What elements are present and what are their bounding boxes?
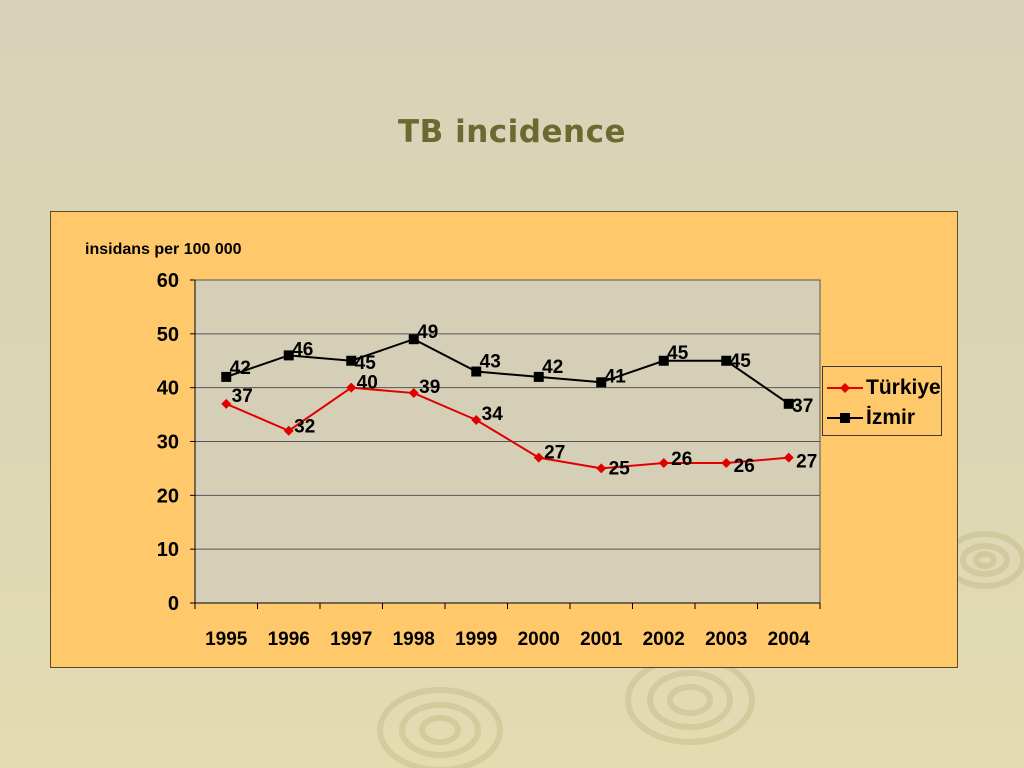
- data-label: 46: [292, 339, 313, 360]
- diamond-icon: [827, 383, 863, 393]
- data-label: 45: [730, 351, 752, 372]
- data-label: 27: [544, 443, 565, 464]
- legend-item-turkiye: Türkiye: [827, 376, 941, 400]
- legend-label-turkiye: Türkiye: [866, 376, 941, 399]
- data-label: 43: [480, 352, 501, 373]
- data-label: 42: [230, 358, 251, 379]
- data-point-turkiye: [346, 382, 357, 393]
- chart-container: insidans per 100 000 0 10 20 30 40 50 60 1995 19…: [50, 211, 958, 668]
- data-label: 26: [671, 449, 692, 470]
- x-tick-label: 2000: [518, 629, 560, 650]
- data-label: 25: [609, 458, 631, 479]
- data-label: 32: [294, 417, 315, 438]
- data-point-izmir: [783, 398, 794, 409]
- data-point-izmir: [533, 371, 544, 382]
- data-point-turkiye: [471, 414, 482, 425]
- y-tick-label: 60: [157, 270, 179, 292]
- x-tick-label: 1995: [205, 629, 248, 650]
- data-label: 41: [605, 366, 627, 387]
- data-label: 37: [232, 386, 253, 407]
- series-line-turkiye: [225, 386, 789, 470]
- x-tick-label: 2002: [643, 629, 685, 650]
- y-tick-label: 20: [157, 485, 179, 507]
- data-point-turkiye: [408, 388, 419, 399]
- y-tick-label: 40: [157, 378, 179, 400]
- data-label: 49: [417, 322, 438, 343]
- data-label: 45: [355, 353, 377, 374]
- x-tick-label: 1997: [330, 629, 372, 650]
- data-label: 40: [357, 373, 378, 394]
- data-point-izmir: [283, 350, 294, 361]
- chart-legend: Türkiye İzmir: [822, 366, 942, 436]
- data-point-izmir: [471, 366, 482, 377]
- y-axis-label: insidans per 100 000: [85, 241, 242, 258]
- data-point-turkiye: [283, 425, 294, 436]
- data-point-turkiye: [721, 458, 732, 469]
- data-point-turkiye: [221, 398, 232, 409]
- data-label: 34: [482, 404, 504, 425]
- data-point-turkiye: [533, 452, 544, 463]
- x-tick-label: 1999: [455, 629, 497, 650]
- legend-item-izmir: İzmir: [827, 406, 915, 430]
- data-point-izmir: [596, 377, 607, 388]
- data-point-izmir: [721, 355, 732, 366]
- data-point-turkiye: [783, 452, 794, 463]
- x-tick-label: 1996: [268, 629, 310, 650]
- data-point-izmir: [658, 355, 669, 366]
- data-label: 26: [734, 456, 755, 477]
- x-tick-label: 1998: [393, 629, 435, 650]
- data-label: 39: [419, 377, 440, 398]
- data-label: 27: [796, 452, 817, 473]
- line-chart: insidans per 100 000 0 10 20 30 40 50 60 1995 19…: [85, 241, 821, 650]
- y-tick-label: 50: [157, 324, 179, 346]
- data-point-izmir: [346, 355, 357, 366]
- y-tick-label: 10: [157, 539, 179, 561]
- x-tick-label: 2001: [580, 629, 623, 650]
- y-tick-label: 0: [168, 593, 179, 615]
- data-point-izmir: [221, 371, 232, 382]
- x-tick-label: 2004: [768, 629, 811, 650]
- slide-title: TB incidence: [398, 114, 626, 150]
- series-line-izmir: [225, 338, 790, 405]
- data-label: 45: [667, 343, 689, 364]
- data-label: 37: [792, 396, 813, 417]
- data-point-turkiye: [658, 458, 669, 469]
- y-tick-label: 30: [157, 432, 179, 454]
- square-icon: [827, 413, 863, 423]
- data-label: 42: [542, 357, 563, 378]
- x-tick-label: 2003: [705, 629, 747, 650]
- data-point-turkiye: [596, 463, 607, 474]
- data-point-izmir: [408, 334, 419, 345]
- legend-label-izmir: İzmir: [866, 406, 916, 429]
